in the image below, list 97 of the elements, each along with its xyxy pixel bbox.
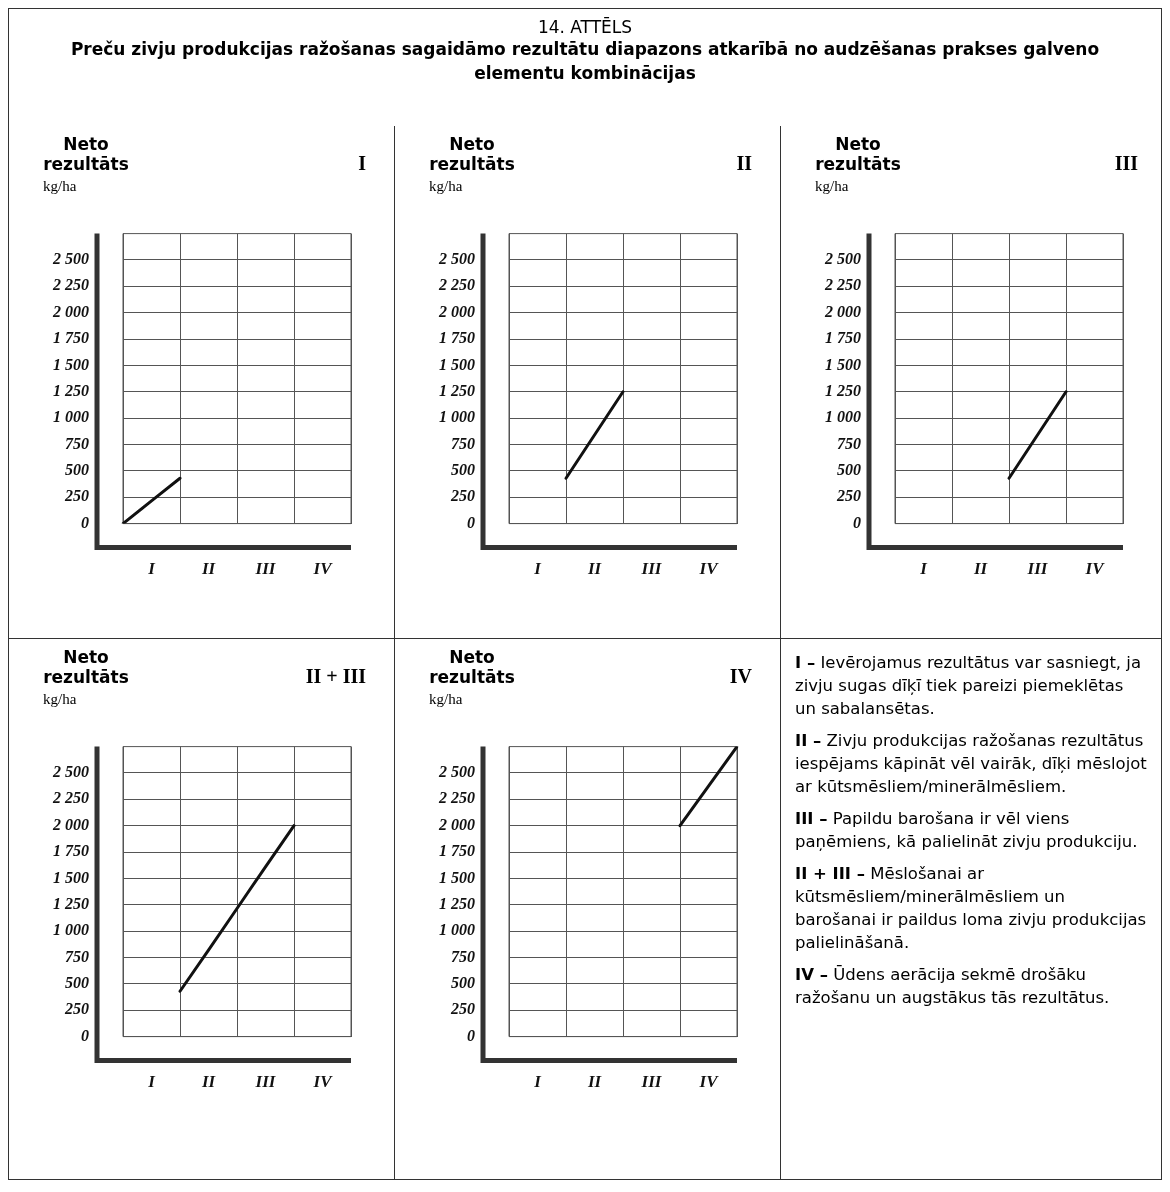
text: Preču zivju produkcijas ražošanas sagaidāmo rezultātu diapazons atkarībā no audzēšanas prakses galveno elementu kombinācijas	[69, 38, 1101, 85]
chart-title: II + III	[305, 665, 366, 688]
y-tick-label: 2 500	[52, 763, 89, 781]
text: kg/ha	[429, 178, 463, 195]
y-tick-label: 0	[81, 513, 89, 531]
y-tick-label: 750	[65, 947, 89, 965]
y-tick-label: 2 250	[438, 276, 475, 294]
y-tick-label: 2 500	[438, 250, 475, 268]
y-tick-label: 0	[853, 513, 861, 531]
x-tick-label: III	[1026, 559, 1049, 579]
y-tick-label: 1 250	[439, 381, 475, 399]
x-tick-label: III	[254, 559, 277, 579]
text: III – Papildu barošana ir vēl viens paņēmiens, kā palielināt zivju produkciju.	[795, 809, 1138, 851]
y-tick-label: 2 000	[52, 815, 89, 833]
y-tick-label: 1 250	[439, 894, 475, 912]
text: kg/ha	[43, 691, 77, 708]
y-tick-label: 2 250	[52, 789, 89, 807]
y-tick-label: 250	[836, 487, 861, 505]
x-tick-label: II	[586, 559, 603, 579]
y-tick-label: 500	[837, 461, 861, 479]
y-tick-label: 2 250	[438, 789, 475, 807]
x-tick-label: IV	[698, 559, 720, 579]
y-axis-title: Neto rezultāts	[42, 134, 130, 174]
y-axis-title: Neto rezultāts	[428, 647, 516, 687]
y-tick-label: 2 000	[52, 302, 89, 320]
y-tick-label: 750	[837, 434, 861, 452]
x-tick-label: II	[200, 1072, 217, 1092]
x-tick-label: III	[254, 1072, 277, 1092]
y-tick-label: 1 750	[53, 329, 89, 347]
y-tick-label: 1 250	[825, 381, 861, 399]
y-tick-label: 1 250	[53, 894, 89, 912]
x-tick-label: II	[972, 559, 989, 579]
y-tick-label: 750	[451, 434, 475, 452]
y-tick-label: 750	[451, 947, 475, 965]
y-tick-label: 250	[450, 487, 475, 505]
x-tick-label: IV	[312, 1072, 334, 1092]
y-tick-label: 1 500	[439, 355, 475, 373]
y-tick-label: 1 500	[825, 355, 861, 373]
text: IV – Ūdens aerācija sekmē drošāku ražošanu un augstākus tās rezultātus.	[795, 965, 1110, 1007]
y-tick-label: 2 000	[824, 302, 861, 320]
x-tick-label: IV	[312, 559, 334, 579]
text: 14. ATTĒLS	[536, 17, 634, 37]
y-tick-label: 500	[451, 974, 475, 992]
y-tick-label: 2 000	[438, 815, 475, 833]
y-tick-label: 1 250	[53, 381, 89, 399]
x-tick-label: III	[640, 1072, 663, 1092]
y-tick-label: 250	[450, 1000, 475, 1018]
y-tick-label: 2 250	[824, 276, 861, 294]
x-tick-label: III	[640, 559, 663, 579]
y-tick-label: 1 750	[439, 842, 475, 860]
x-tick-label: IV	[698, 1072, 720, 1092]
x-tick-label: I	[919, 559, 929, 579]
x-tick-label: I	[533, 1072, 543, 1092]
y-tick-label: 0	[467, 513, 475, 531]
text: I – Ievērojamus rezultātus var sasniegt, ja zivju sugas dīķī tiek pareizi piemeklētas un sabalansētas.	[795, 653, 1142, 718]
y-tick-label: 1 500	[53, 868, 89, 886]
y-tick-label: 250	[64, 1000, 89, 1018]
y-tick-label: 250	[64, 487, 89, 505]
y-tick-label: 2 500	[52, 250, 89, 268]
y-tick-label: 500	[451, 461, 475, 479]
y-tick-label: 1 000	[439, 408, 475, 426]
x-tick-label: II	[586, 1072, 603, 1092]
text: kg/ha	[429, 691, 463, 708]
x-tick-label: I	[147, 1072, 157, 1092]
x-tick-label: IV	[1084, 559, 1106, 579]
text: kg/ha	[815, 178, 849, 195]
y-tick-label: 1 500	[439, 868, 475, 886]
y-tick-label: 750	[65, 434, 89, 452]
y-tick-label: 500	[65, 461, 89, 479]
text: kg/ha	[43, 178, 77, 195]
y-tick-label: 1 500	[53, 355, 89, 373]
y-tick-label: 1 750	[825, 329, 861, 347]
y-tick-label: 500	[65, 974, 89, 992]
y-tick-label: 2 500	[824, 250, 861, 268]
chart-title: I	[358, 152, 366, 175]
y-tick-label: 2 250	[52, 276, 89, 294]
x-tick-label: II	[200, 559, 217, 579]
y-tick-label: 1 750	[53, 842, 89, 860]
y-tick-label: 2 000	[438, 302, 475, 320]
text: II – Zivju produkcijas ražošanas rezultātus iespējams kāpināt vēl vairāk, dīķi mēslojot ar kūtsmēsliem/minerālmēsliem.	[795, 731, 1147, 796]
y-tick-label: 1 000	[53, 408, 89, 426]
y-axis-title: Neto rezultāts	[42, 647, 130, 687]
y-tick-label: 1 000	[439, 921, 475, 939]
chart-title: IV	[729, 665, 752, 688]
text: II + III – Mēslošanai ar kūtsmēsliem/minerālmēsliem un barošanai ir paildus loma zivju produkcijas palielināšanā.	[795, 864, 1147, 952]
y-tick-label: 0	[467, 1026, 475, 1044]
y-axis-title: Neto rezultāts	[814, 134, 902, 174]
chart-title: III	[1114, 152, 1138, 175]
y-axis-title: Neto rezultāts	[428, 134, 516, 174]
y-tick-label: 1 000	[825, 408, 861, 426]
y-tick-label: 1 000	[53, 921, 89, 939]
y-tick-label: 1 750	[439, 329, 475, 347]
x-tick-label: I	[533, 559, 543, 579]
chart-title: II	[736, 152, 752, 175]
y-tick-label: 0	[81, 1026, 89, 1044]
y-tick-label: 2 500	[438, 763, 475, 781]
x-tick-label: I	[147, 559, 157, 579]
